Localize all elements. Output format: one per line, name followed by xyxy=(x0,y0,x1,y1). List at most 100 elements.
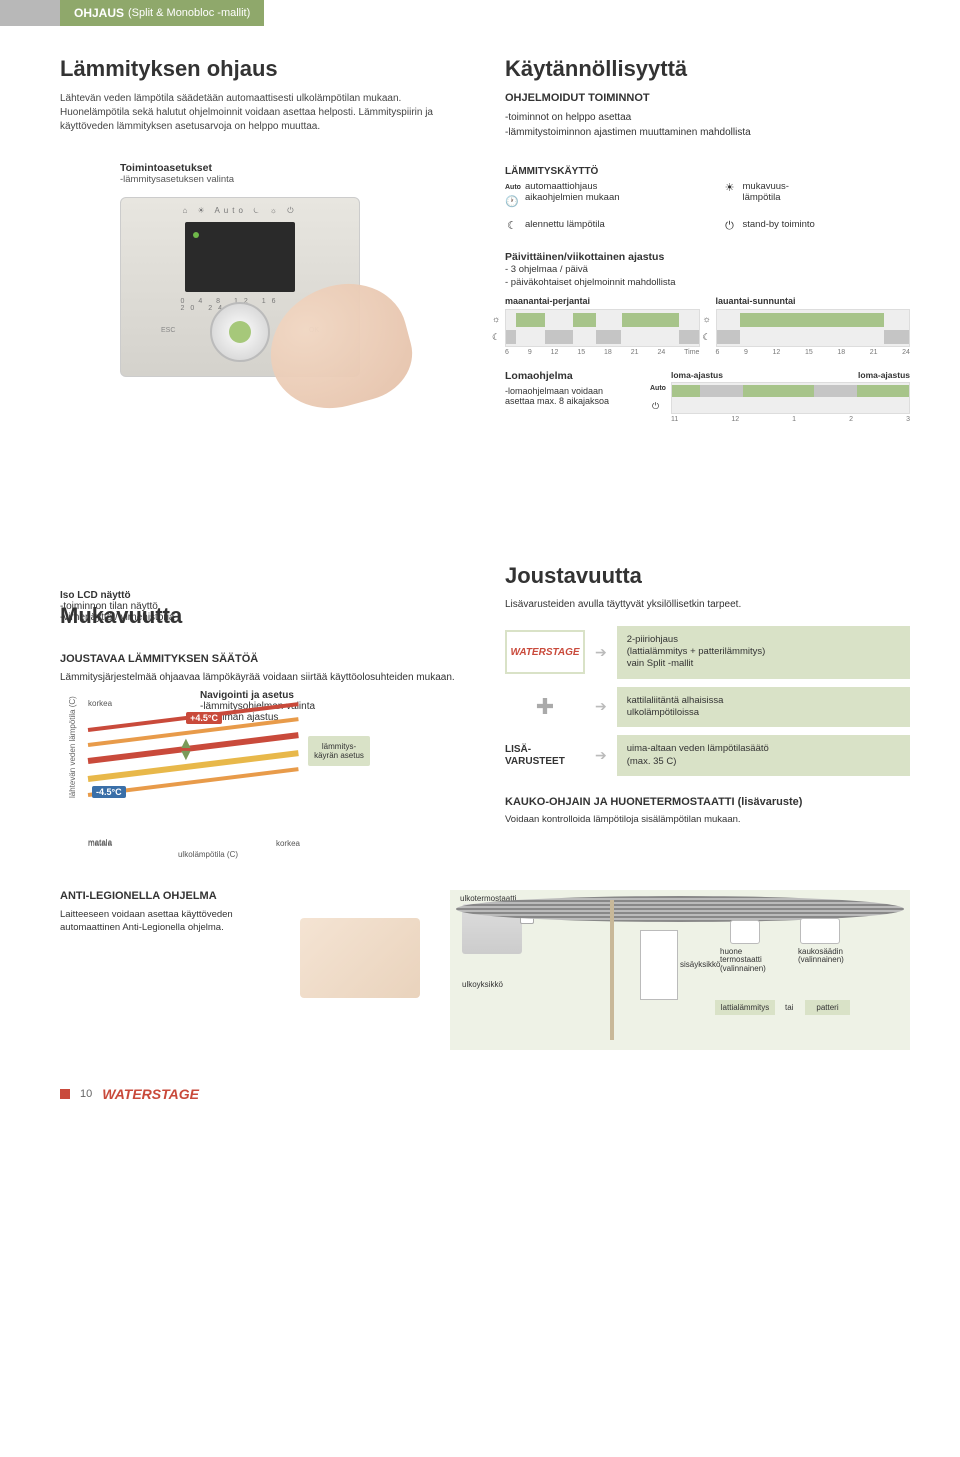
power-icon: ⏻ xyxy=(723,219,737,233)
indoor-unit-icon xyxy=(640,930,678,1000)
flexibility-column: Joustavuutta Lisävarusteiden avulla täyt… xyxy=(505,563,910,860)
box2-line1: kattilaliitäntä alhaisissa xyxy=(627,695,900,707)
holiday-line2: asettaa max. 8 aikajaksoa xyxy=(505,396,655,406)
or-label: tai xyxy=(785,1003,793,1012)
schedule-line2: - päiväkohtaiset ohjelmoinnit mahdollist… xyxy=(505,276,910,289)
sun-icon: ☼ xyxy=(703,314,711,324)
heating-curve-chart: lähtevän veden lämpötila (C) +4.5°C -4.5… xyxy=(60,708,370,848)
mode-reduced: ☾ alennettu lämpötila xyxy=(505,219,693,233)
moon-icon: ☾ xyxy=(703,332,711,343)
schedule-title: Päivittäinen/viikottainen ajastus xyxy=(505,251,910,263)
reduced-label: alennettu lämpötila xyxy=(525,219,605,230)
heating-intro-text: Lähtevän veden lämpötila säädetään autom… xyxy=(60,92,465,134)
y-axis-label: lähtevän veden lämpötila (C) xyxy=(68,696,77,798)
weekday-timeline: ☼ ☾ xyxy=(505,309,700,347)
arrow-icon: ➔ xyxy=(595,747,607,764)
controller-screen xyxy=(185,222,295,292)
practicality-title: Käytännöllisyyttä xyxy=(505,56,910,82)
comfort-line2: lämpötila xyxy=(743,192,789,203)
tab-subtitle: (Split & Monobloc -mallit) xyxy=(128,7,250,19)
box1-line1: 2-piiriohjaus xyxy=(627,634,900,646)
accessory-row-1: WATERSTAGE ➔ 2-piiriohjaus (lattialämmit… xyxy=(505,626,910,679)
arrows-icon: ▲▼ xyxy=(178,738,194,762)
clock-icon: 🕐 xyxy=(505,195,519,209)
controller-dial xyxy=(210,302,270,362)
auto-icon: Auto xyxy=(650,385,666,392)
hand-illustration xyxy=(256,270,422,422)
lcd-title: Iso LCD näyttö xyxy=(60,590,175,601)
controller-mode-icons: ⌂ ☀ Auto ⏾ ☼ ⏻ xyxy=(182,206,297,216)
mode-auto: Auto 🕐 automaattiohjaus aikaohjelmien mu… xyxy=(505,181,693,209)
heating-mode-title: LÄMMITYSKÄYTTÖ xyxy=(505,166,910,177)
controller-illustration: ⌂ ☀ Auto ⏾ ☼ ⏻ 0 4 8 12 16 20 24 ESC OK xyxy=(120,197,360,377)
prog-func-line1: -toiminnot on helppo asettaa xyxy=(505,110,910,125)
accessory-row-2: ✚ ➔ kattilaliitäntä alhaisissa ulkolämpö… xyxy=(505,687,910,728)
system-diagram: ulkotermostaatti ulkoyksikkö sisäyksikkö… xyxy=(450,890,910,1050)
accessory-row-3: LISÄ-VARUSTEET ➔ uima-altaan veden lämpö… xyxy=(505,735,910,776)
box1-line2: (lattialämmitys + patterilämmitys) xyxy=(627,646,900,658)
outdoor-unit-icon xyxy=(462,904,522,954)
footer-logo: WATERSTAGE xyxy=(102,1086,199,1102)
weekday-label: maanantai-perjantai xyxy=(505,296,700,306)
box2-line2: ulkolämpötiloissa xyxy=(627,707,900,719)
floor-heating-box: lattialämmitys xyxy=(715,1000,775,1015)
plus-icon: ✚ xyxy=(505,694,585,720)
remote-title: KAUKO-OHJAIN JA HUONETERMOSTAATTI (lisäv… xyxy=(505,796,910,808)
remote-control-icon xyxy=(800,918,840,944)
lcd-callout: Iso LCD näyttö -toiminnon tilan näyttö -… xyxy=(60,590,175,623)
standby-label: stand-by toiminto xyxy=(743,219,815,230)
function-settings-title: Toimintoasetukset xyxy=(120,162,465,174)
comfort-line1: mukavuus- xyxy=(743,181,789,192)
auto-icon: Auto xyxy=(505,181,519,195)
tab-title: OHJAUS xyxy=(74,6,124,20)
holiday-ticks: 1112123 xyxy=(671,416,910,423)
accessories-label: LISÄ-VARUSTEET xyxy=(505,744,585,768)
nav-title: Navigointi ja asetus xyxy=(200,690,315,701)
holiday-badge2: loma-ajastus xyxy=(858,370,910,380)
anti-legionella-title: ANTI-LEGIONELLA OHJELMA xyxy=(60,890,420,902)
sun-icon: ☼ xyxy=(492,314,500,324)
box3-line1: uima-altaan veden lämpötilasäätö xyxy=(627,743,900,755)
x-low-label: matala xyxy=(88,839,112,848)
auto-line1: automaattiohjaus xyxy=(525,181,620,192)
tab-spacer xyxy=(0,0,60,26)
holiday-chart: loma-ajastus loma-ajastus Auto ⏻ 1112123 xyxy=(671,370,910,423)
box1-line3: vain Split -mallit xyxy=(627,658,900,670)
header-tab-bar: OHJAUS (Split & Monobloc -mallit) xyxy=(0,0,960,26)
indoor-unit-label: sisäyksikkö xyxy=(680,960,720,969)
curve-setting-box: lämmitys-käyrän asetus xyxy=(308,736,370,766)
minus-badge: -4.5°C xyxy=(92,786,126,798)
flexible-heating-title: JOUSTAVAA LÄMMITYKSEN SÄÄTÖÄ xyxy=(60,653,465,665)
controller-esc-label: ESC xyxy=(161,327,175,334)
prog-func-line2: -lämmitystoiminnon ajastimen muuttaminen… xyxy=(505,125,910,140)
flexible-heating-text: Lämmitysjärjestelmää ohjaavaa lämpökäyrä… xyxy=(60,671,465,685)
moon-icon: ☾ xyxy=(505,219,519,233)
schedule-line1: - 3 ohjelmaa / päivä xyxy=(505,263,910,276)
programmed-functions-title: OHJELMOIDUT TOIMINNOT xyxy=(505,92,910,104)
anti-legionella-photo xyxy=(300,918,420,998)
heating-control-title: Lämmityksen ohjaus xyxy=(60,56,465,82)
radiator-box: patteri xyxy=(805,1000,850,1015)
schedule-weekday: maanantai-perjantai ☼ ☾ xyxy=(505,296,700,356)
sun-icon: ☀ xyxy=(723,181,737,195)
room-thermostat-icon xyxy=(730,920,760,944)
left-column: Lämmityksen ohjaus Lähtevän veden lämpöt… xyxy=(60,56,465,423)
flexibility-sub: Lisävarusteiden avulla täyttyvät yksilöl… xyxy=(505,599,910,610)
footer-square-icon xyxy=(60,1089,70,1099)
holiday-badge1: loma-ajastus xyxy=(671,370,723,380)
holiday-title: Lomaohjelma xyxy=(505,370,655,382)
page-footer: 10 WATERSTAGE xyxy=(0,1070,960,1122)
schedule-weekend: lauantai-sunnuntai ☼ ☾ 691215182124 xyxy=(716,296,911,356)
remote-l2: (valinnainen) xyxy=(798,956,844,965)
x-axis-label: ulkolämpötila (C) xyxy=(178,850,238,859)
x-high-label: korkea xyxy=(276,839,300,848)
remote-sub: Voidaan kontrolloida lämpötiloja sisäläm… xyxy=(505,814,910,825)
mode-comfort: ☀ mukavuus- lämpötila xyxy=(723,181,911,209)
lcd-line2: -virhenäyttö / virhehistoria xyxy=(60,612,175,623)
wall-divider xyxy=(610,900,614,1040)
arrow-icon: ➔ xyxy=(595,644,607,661)
y-high-label: korkea xyxy=(88,699,112,708)
room-therm-l3: (valinnainen) xyxy=(720,965,766,974)
lcd-line1: -toiminnon tilan näyttö xyxy=(60,601,175,612)
arrow-icon: ➔ xyxy=(595,698,607,715)
